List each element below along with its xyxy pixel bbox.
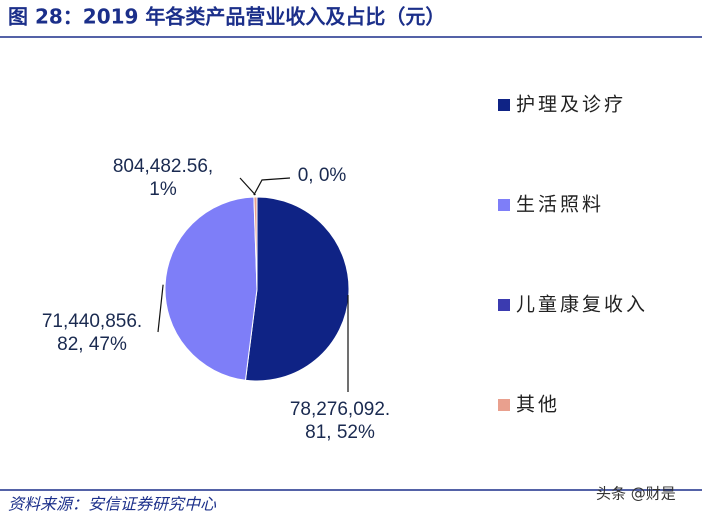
data-label: 71,440,856.: [42, 311, 142, 332]
data-label: 0, 0%: [298, 165, 347, 186]
legend-label: 生活照料: [516, 194, 604, 216]
data-label: 804,482.56,: [113, 156, 213, 177]
legend-label: 儿童康复收入: [516, 294, 648, 316]
legend-swatch: [498, 299, 510, 311]
pie-slice: [244, 196, 350, 382]
pie-slice: [164, 196, 258, 381]
legend-swatch: [498, 99, 510, 111]
data-label: 81, 52%: [305, 422, 375, 443]
leader-line: [239, 177, 256, 196]
legend-swatch: [498, 199, 510, 211]
legend-label: 护理及诊疗: [516, 94, 626, 116]
data-label: 82, 47%: [57, 334, 127, 355]
leader-line: [157, 284, 164, 333]
data-label: 1%: [149, 179, 177, 200]
pie-slice: [253, 196, 258, 290]
chart-title: 图 28：2019 年各类产品营业收入及占比（元）: [8, 5, 445, 29]
source: 资料来源：安信证券研究中心: [8, 495, 217, 514]
watermark: 头条 @财是: [596, 485, 676, 503]
leader-line: [253, 177, 291, 196]
legend-swatch: [498, 399, 510, 411]
data-label: 78,276,092.: [290, 399, 390, 420]
legend-label: 其他: [516, 394, 560, 416]
